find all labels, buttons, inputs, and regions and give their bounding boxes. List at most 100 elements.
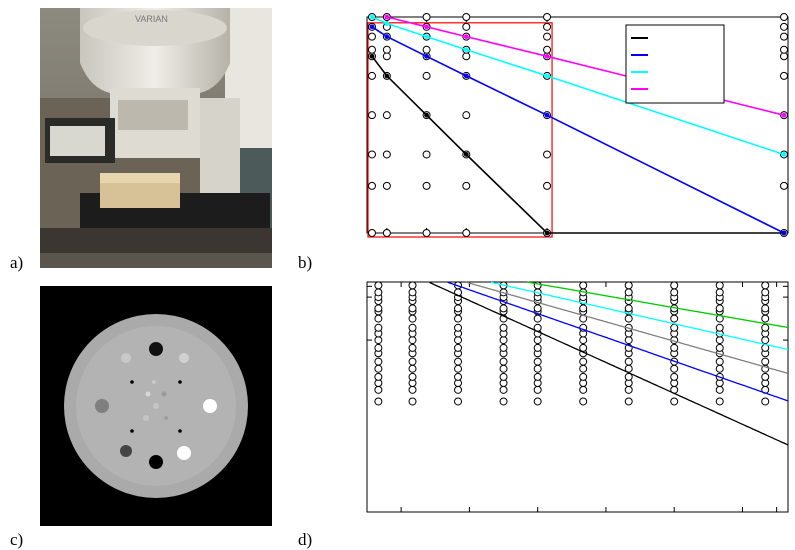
- sample-point-d: [715, 304, 724, 313]
- sample-point-d: [624, 304, 633, 313]
- sample-point-d: [715, 288, 724, 297]
- sample-point-d: [454, 314, 463, 323]
- sample-point-b: [543, 150, 552, 159]
- sample-point-d: [715, 357, 724, 366]
- sample-point-b: [543, 181, 552, 190]
- sample-point-b: [422, 13, 431, 21]
- sample-point-d: [408, 343, 417, 352]
- sample-point-b: [462, 229, 471, 237]
- sample-point-b: [368, 150, 376, 159]
- series-line-36.4mAs: [371, 55, 784, 234]
- iso-mas-curve-d: [429, 281, 789, 446]
- series-point-36.4mAs: [424, 112, 429, 118]
- series-point-72.8mAs: [781, 230, 787, 236]
- series-point-145.6mAs: [781, 112, 787, 118]
- sample-point-d: [374, 281, 383, 290]
- sample-point-d: [715, 364, 724, 373]
- sample-point-d: [454, 364, 463, 373]
- sample-point-b: [543, 32, 552, 41]
- series-point-109.2mAs: [384, 21, 390, 26]
- panel-label-b: b): [298, 253, 313, 272]
- sample-point-d: [715, 281, 724, 290]
- series-line-109.2mAs: [371, 16, 785, 156]
- sample-point-b: [382, 181, 391, 190]
- sample-point-d: [408, 372, 417, 381]
- sample-point-b: [780, 71, 788, 80]
- sample-point-b: [780, 32, 788, 41]
- sample-point-d: [374, 357, 383, 366]
- sample-point-d: [624, 357, 633, 366]
- sample-point-d: [624, 314, 633, 323]
- sample-point-d: [374, 343, 383, 352]
- sample-point-d: [761, 372, 770, 381]
- sample-point-d: [670, 323, 679, 332]
- sample-point-d: [533, 364, 542, 373]
- sample-point-d: [499, 336, 508, 345]
- sample-point-b: [462, 22, 471, 31]
- linac-photo: VARIAN: [40, 8, 272, 268]
- iso-mas-curve-d: [465, 281, 789, 375]
- sample-point-b: [422, 45, 431, 54]
- series-point-109.2mAs: [424, 34, 429, 40]
- sample-point-d: [533, 304, 542, 313]
- series-point-72.8mAs: [544, 112, 550, 118]
- sample-point-d: [579, 281, 588, 290]
- sample-point-d: [454, 372, 463, 381]
- sample-point-d: [408, 357, 417, 366]
- sample-point-b: [422, 71, 431, 80]
- sample-point-b: [543, 45, 552, 54]
- highlight-box-b: [367, 22, 553, 238]
- ct-phantom-image: [40, 286, 272, 526]
- ct-phantom-drawing: [64, 314, 248, 498]
- sample-point-b: [368, 32, 376, 41]
- sample-point-d: [533, 314, 542, 323]
- sample-point-d: [761, 304, 770, 313]
- sample-point-d: [499, 364, 508, 373]
- sample-point-b: [462, 181, 471, 190]
- sample-point-d: [579, 336, 588, 345]
- series-point-36.4mAs: [369, 53, 375, 59]
- series-point-72.8mAs: [384, 34, 390, 40]
- sample-point-b: [368, 71, 376, 80]
- sample-point-d: [761, 314, 770, 323]
- sample-point-d: [579, 372, 588, 381]
- sample-point-d: [533, 385, 542, 394]
- sample-point-d: [374, 336, 383, 345]
- sample-point-b: [368, 181, 376, 190]
- sample-point-d: [579, 304, 588, 313]
- sample-point-d: [670, 314, 679, 323]
- panel-label-d: d): [298, 530, 313, 549]
- series-point-72.8mAs: [424, 53, 429, 59]
- series-point-109.2mAs: [369, 14, 375, 20]
- sample-point-d: [533, 336, 542, 345]
- sample-point-d: [408, 304, 417, 313]
- sample-point-d: [374, 323, 383, 332]
- sample-point-d: [374, 304, 383, 313]
- sample-point-d: [670, 372, 679, 381]
- sample-point-d: [624, 397, 633, 406]
- sample-point-d: [579, 357, 588, 366]
- sample-point-d: [408, 314, 417, 323]
- series-point-145.6mAs: [544, 53, 550, 59]
- sample-point-b: [462, 111, 471, 120]
- series-point-36.4mAs: [384, 73, 390, 79]
- sample-point-b: [462, 13, 471, 21]
- iso-mas-curve-d: [447, 281, 789, 402]
- sample-point-d: [715, 397, 724, 406]
- sample-point-d: [715, 323, 724, 332]
- panel-label-a: a): [10, 253, 24, 272]
- sample-point-d: [454, 357, 463, 366]
- sample-point-d: [761, 323, 770, 332]
- sample-point-d: [408, 364, 417, 373]
- sample-point-d: [408, 397, 417, 406]
- series-point-145.6mAs: [463, 34, 469, 40]
- linac-photo-drawing: VARIAN: [40, 8, 272, 268]
- sample-point-d: [670, 397, 679, 406]
- sample-point-d: [533, 357, 542, 366]
- sample-point-b: [368, 45, 376, 54]
- sample-point-d: [761, 281, 770, 290]
- series-point-145.6mAs: [384, 14, 390, 20]
- series-point-145.6mAs: [424, 24, 429, 30]
- sample-point-d: [624, 336, 633, 345]
